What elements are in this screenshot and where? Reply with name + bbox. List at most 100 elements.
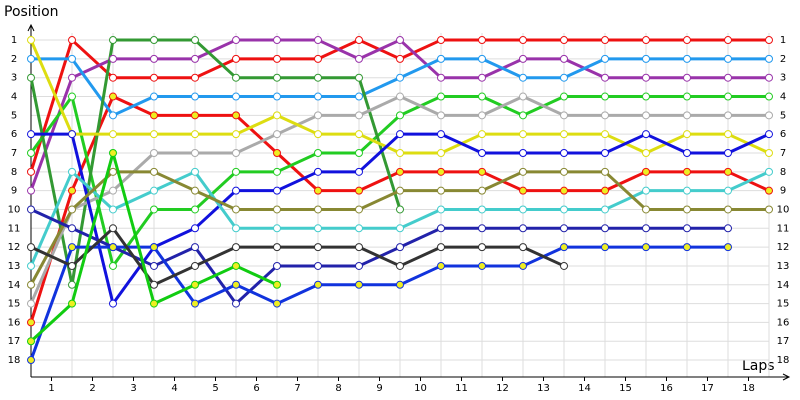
point-marker [437, 73, 445, 82]
y-tick-label-right: 9 [780, 186, 786, 197]
point-marker [519, 243, 527, 252]
point-marker [191, 243, 199, 252]
point-marker [396, 36, 404, 45]
y-tick-label-right: 5 [780, 110, 786, 121]
point-marker [68, 186, 76, 195]
y-tick-label: 2 [11, 54, 17, 65]
point-marker [27, 299, 35, 308]
point-marker [519, 36, 527, 45]
x-tick-label: 4 [171, 383, 177, 394]
point-marker [724, 186, 732, 195]
point-marker [519, 261, 527, 270]
point-marker [273, 224, 281, 233]
point-marker [109, 130, 117, 139]
point-marker [478, 186, 486, 195]
point-marker [150, 280, 158, 289]
point-marker [232, 167, 240, 176]
point-marker [396, 167, 404, 176]
point-marker [642, 111, 650, 120]
point-marker [601, 167, 609, 176]
point-marker [355, 149, 363, 157]
point-marker [519, 54, 527, 63]
point-marker [683, 167, 691, 176]
y-tick-label-right: 13 [777, 261, 790, 272]
point-marker [273, 205, 281, 214]
point-marker [724, 73, 732, 82]
point-marker [314, 130, 322, 139]
point-marker [724, 205, 732, 214]
point-marker [601, 54, 609, 63]
point-marker [560, 243, 568, 252]
point-marker [27, 36, 35, 45]
y-tick-label: 1 [11, 35, 17, 46]
point-marker [478, 261, 486, 270]
point-marker [273, 92, 281, 101]
point-marker [519, 205, 527, 214]
y-tick-label: 15 [8, 299, 21, 310]
point-marker [724, 111, 732, 120]
point-marker [355, 205, 363, 214]
point-marker [232, 73, 240, 82]
x-tick-label: 10 [414, 383, 427, 394]
point-marker [683, 36, 691, 45]
point-marker [355, 111, 363, 120]
point-marker [68, 224, 76, 233]
point-marker [478, 111, 486, 120]
y-tick-label-right: 11 [777, 223, 790, 234]
y-tick-label: 12 [8, 242, 21, 253]
point-marker [642, 167, 650, 176]
y-tick-label-right: 4 [780, 92, 786, 103]
point-marker [314, 280, 322, 289]
point-marker [437, 167, 445, 176]
x-axis-arrow [782, 373, 791, 381]
point-marker [109, 92, 117, 101]
point-marker [601, 186, 609, 195]
point-marker [437, 92, 445, 101]
point-marker [150, 167, 158, 176]
point-marker [68, 205, 76, 214]
point-marker [150, 73, 158, 82]
point-marker [519, 130, 527, 139]
series-line [30, 226, 565, 287]
point-marker [724, 149, 732, 157]
y-tick-label-right: 15 [777, 299, 790, 310]
y-tick-label: 7 [11, 148, 17, 159]
x-tick-label: 9 [376, 383, 382, 394]
point-marker [724, 243, 732, 252]
y-tick-label-right: 8 [780, 167, 786, 178]
x-tick-label: 15 [619, 383, 632, 394]
point-marker [478, 130, 486, 139]
point-marker [191, 149, 199, 157]
point-marker [273, 261, 281, 270]
point-marker [642, 205, 650, 214]
point-marker [355, 130, 363, 139]
point-marker [27, 149, 35, 157]
point-marker [765, 36, 773, 45]
point-marker [109, 224, 117, 233]
point-marker [478, 36, 486, 45]
chart-title: Position [4, 4, 59, 20]
point-marker [355, 243, 363, 252]
point-marker [396, 186, 404, 195]
point-marker [273, 243, 281, 252]
point-marker [27, 337, 35, 346]
point-marker [560, 73, 568, 82]
y-tick-label: 4 [11, 92, 17, 103]
y-tick-label-right: 6 [780, 129, 786, 140]
point-marker [273, 36, 281, 45]
point-marker [232, 224, 240, 233]
point-marker [683, 149, 691, 157]
x-tick-label: 13 [537, 383, 550, 394]
point-marker [560, 261, 568, 270]
point-marker [150, 111, 158, 120]
point-marker [232, 36, 240, 45]
point-marker [355, 73, 363, 82]
point-marker [150, 149, 158, 157]
point-marker [478, 224, 486, 233]
point-marker [273, 111, 281, 120]
point-marker [765, 130, 773, 139]
point-marker [396, 92, 404, 101]
point-marker [27, 73, 35, 82]
y-tick-label-right: 14 [777, 280, 790, 291]
point-marker [396, 205, 404, 214]
